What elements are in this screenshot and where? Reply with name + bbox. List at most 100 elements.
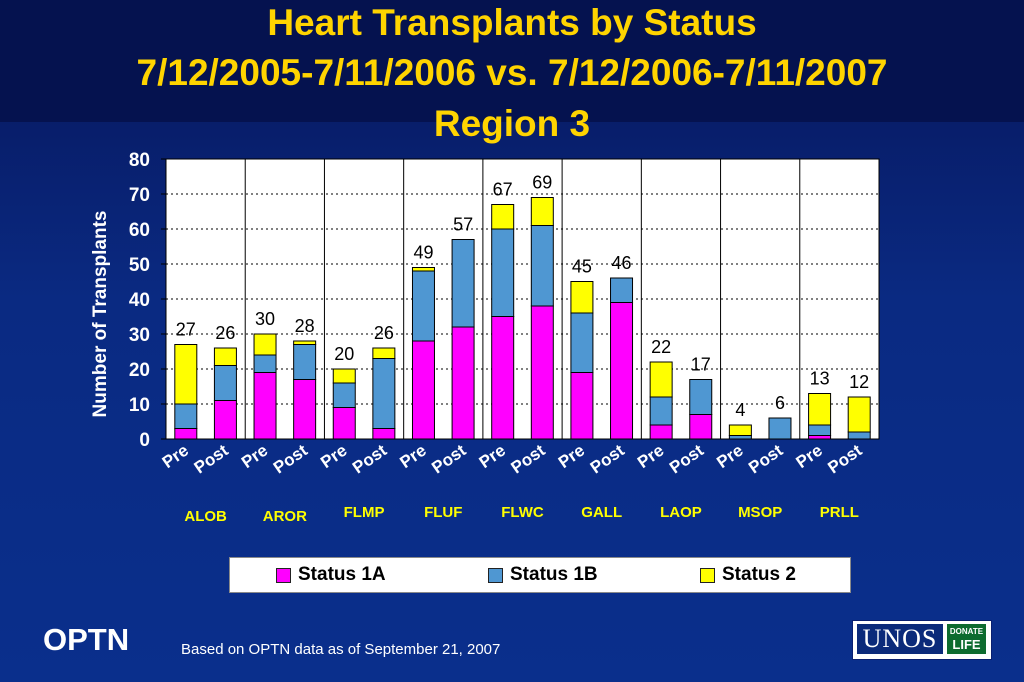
group-label: MSOP xyxy=(738,504,782,521)
bar-total-label: 30 xyxy=(255,309,275,329)
title-band xyxy=(0,0,1024,122)
x-tick-label: Pre xyxy=(476,441,509,472)
bar-total-label: 13 xyxy=(810,369,830,389)
bar-segment-status-1a xyxy=(530,305,554,440)
bar-segment-status-1a xyxy=(411,340,435,440)
bar-segment-status-1a xyxy=(293,379,317,440)
legend-swatch-status-1b xyxy=(488,567,503,583)
bar-segment-status-2 xyxy=(491,204,515,230)
bar-segment-status-1b xyxy=(293,344,317,380)
bar-segment-status-1a xyxy=(808,435,832,440)
unos-logo-text: UNOS xyxy=(857,624,943,654)
x-tick-label: Post xyxy=(191,441,232,478)
bar-segment-status-1a xyxy=(372,428,396,440)
x-tick-label: Post xyxy=(666,441,707,478)
y-tick-label: 80 xyxy=(129,150,150,171)
bar-segment-status-2 xyxy=(293,340,317,345)
donate-life-line2: LIFE xyxy=(952,637,981,652)
legend-item-status-1a: Status 1A xyxy=(276,564,386,585)
x-tick-label: Pre xyxy=(396,441,429,472)
bar-segment-status-2 xyxy=(213,347,237,366)
x-tick-label: Pre xyxy=(555,441,588,472)
group-label: AROR xyxy=(263,508,307,525)
y-tick-label: 30 xyxy=(129,325,150,346)
bar-total-label: 20 xyxy=(334,344,354,364)
y-tick-label: 20 xyxy=(129,360,150,381)
group-label: FLUF xyxy=(424,504,462,521)
bar-total-label: 12 xyxy=(849,372,869,392)
x-tick-label: Post xyxy=(745,441,786,478)
bar-segment-status-1a xyxy=(649,424,673,440)
y-tick-label: 70 xyxy=(129,185,150,206)
donate-life-line1: DONATE xyxy=(949,627,984,636)
y-tick-label: 50 xyxy=(129,255,150,276)
bar-segment-status-1b xyxy=(372,358,396,429)
legend-swatch-status-1a xyxy=(276,567,291,583)
group-label: PRLL xyxy=(820,504,859,521)
y-tick-label: 40 xyxy=(129,290,150,311)
bar-total-label: 26 xyxy=(374,323,394,343)
bar-segment-status-2 xyxy=(570,281,594,314)
legend-item-status-1b: Status 1B xyxy=(488,564,598,585)
bar-total-label: 45 xyxy=(572,257,592,277)
x-tick-label: Post xyxy=(508,441,549,478)
chart-subtitle-region: Region 3 xyxy=(433,103,591,144)
bar-segment-status-1b xyxy=(847,431,871,440)
donate-life-badge: DONATE LIFE xyxy=(947,624,986,654)
x-tick-label: Pre xyxy=(159,441,192,472)
bar-segment-status-1b xyxy=(253,354,277,373)
bar-segment-status-1a xyxy=(174,428,198,440)
group-label: ALOB xyxy=(184,508,227,525)
group-label: LAOP xyxy=(660,504,702,521)
bar-total-label: 26 xyxy=(215,323,235,343)
y-tick-label: 0 xyxy=(139,430,150,451)
legend-item-status-2: Status 2 xyxy=(700,564,796,585)
x-tick-label: Pre xyxy=(317,441,350,472)
x-tick-label: Pre xyxy=(238,441,271,472)
x-tick-label: Pre xyxy=(634,441,667,472)
x-tick-label: Post xyxy=(587,441,628,478)
bar-segment-status-2 xyxy=(649,361,673,398)
bar-segment-status-1a xyxy=(610,302,634,440)
bar-segment-status-1b xyxy=(491,228,515,317)
x-tick-label: Post xyxy=(349,441,390,478)
bar-total-label: 22 xyxy=(651,337,671,357)
bar-segment-status-1b xyxy=(808,424,832,436)
bar-segment-status-1a xyxy=(332,407,356,440)
bar-segment-status-2 xyxy=(332,368,356,384)
bar-segment-status-1b xyxy=(530,225,554,307)
bar-segment-status-1a xyxy=(570,372,594,440)
x-tick-label: Pre xyxy=(793,441,826,472)
bar-total-label: 46 xyxy=(612,253,632,273)
chart-title: Heart Transplants by Status xyxy=(267,2,757,43)
bar-segment-status-1a xyxy=(253,372,277,440)
bar-segment-status-1b xyxy=(451,239,475,328)
bar-total-label: 69 xyxy=(532,173,552,193)
bar-segment-status-1b xyxy=(610,277,634,303)
x-tick-label: Post xyxy=(428,441,469,478)
bar-segment-status-1b xyxy=(411,270,435,342)
bar-segment-status-1b xyxy=(768,417,792,440)
legend-label-status-1b: Status 1B xyxy=(510,564,598,585)
bar-total-label: 67 xyxy=(493,180,513,200)
x-tick-label: Post xyxy=(824,441,865,478)
data-source-note: Based on OPTN data as of September 21, 2… xyxy=(181,641,501,658)
legend-label-status-2: Status 2 xyxy=(722,564,796,585)
bar-total-label: 17 xyxy=(691,355,711,375)
optn-brand: OPTN xyxy=(43,622,130,657)
bar-segment-status-2 xyxy=(411,267,435,272)
bar-segment-status-1a xyxy=(213,400,237,440)
stacked-bar-chart: 0 10 20 30 40 50 60 70 80 Number of Transplants 27… xyxy=(129,150,880,525)
group-label: GALL xyxy=(581,504,622,521)
bar-segment-status-2 xyxy=(808,393,832,426)
bar-total-label: 49 xyxy=(413,243,433,263)
legend: Status 1A Status 1B Status 2 xyxy=(229,557,851,593)
bar-total-label: 6 xyxy=(775,393,785,413)
bar-segment-status-2 xyxy=(372,347,396,359)
bar-segment-status-2 xyxy=(847,396,871,433)
x-tick-label: Post xyxy=(270,441,311,478)
bar-total-label: 57 xyxy=(453,215,473,235)
bar-segment-status-1b xyxy=(689,379,713,415)
y-tick-label: 10 xyxy=(129,395,150,416)
bar-segment-status-1b xyxy=(570,312,594,373)
